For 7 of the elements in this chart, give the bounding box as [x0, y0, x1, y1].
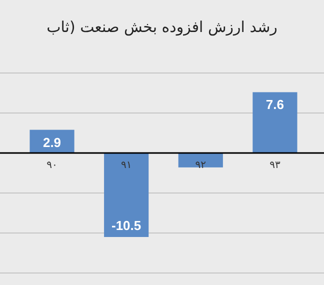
data-label: 2.9 [42, 134, 62, 150]
x-tick-label: ۹۱ [120, 160, 132, 171]
data-label: 7.6 [266, 97, 284, 112]
data-label: -10.5 [112, 218, 142, 233]
x-tick-label: ۹۳ [270, 160, 281, 171]
x-tick-label: ۹۰ [46, 160, 58, 171]
chart-title: رشد ارزش افزوده بخش صنعت (ثاب [46, 18, 278, 36]
